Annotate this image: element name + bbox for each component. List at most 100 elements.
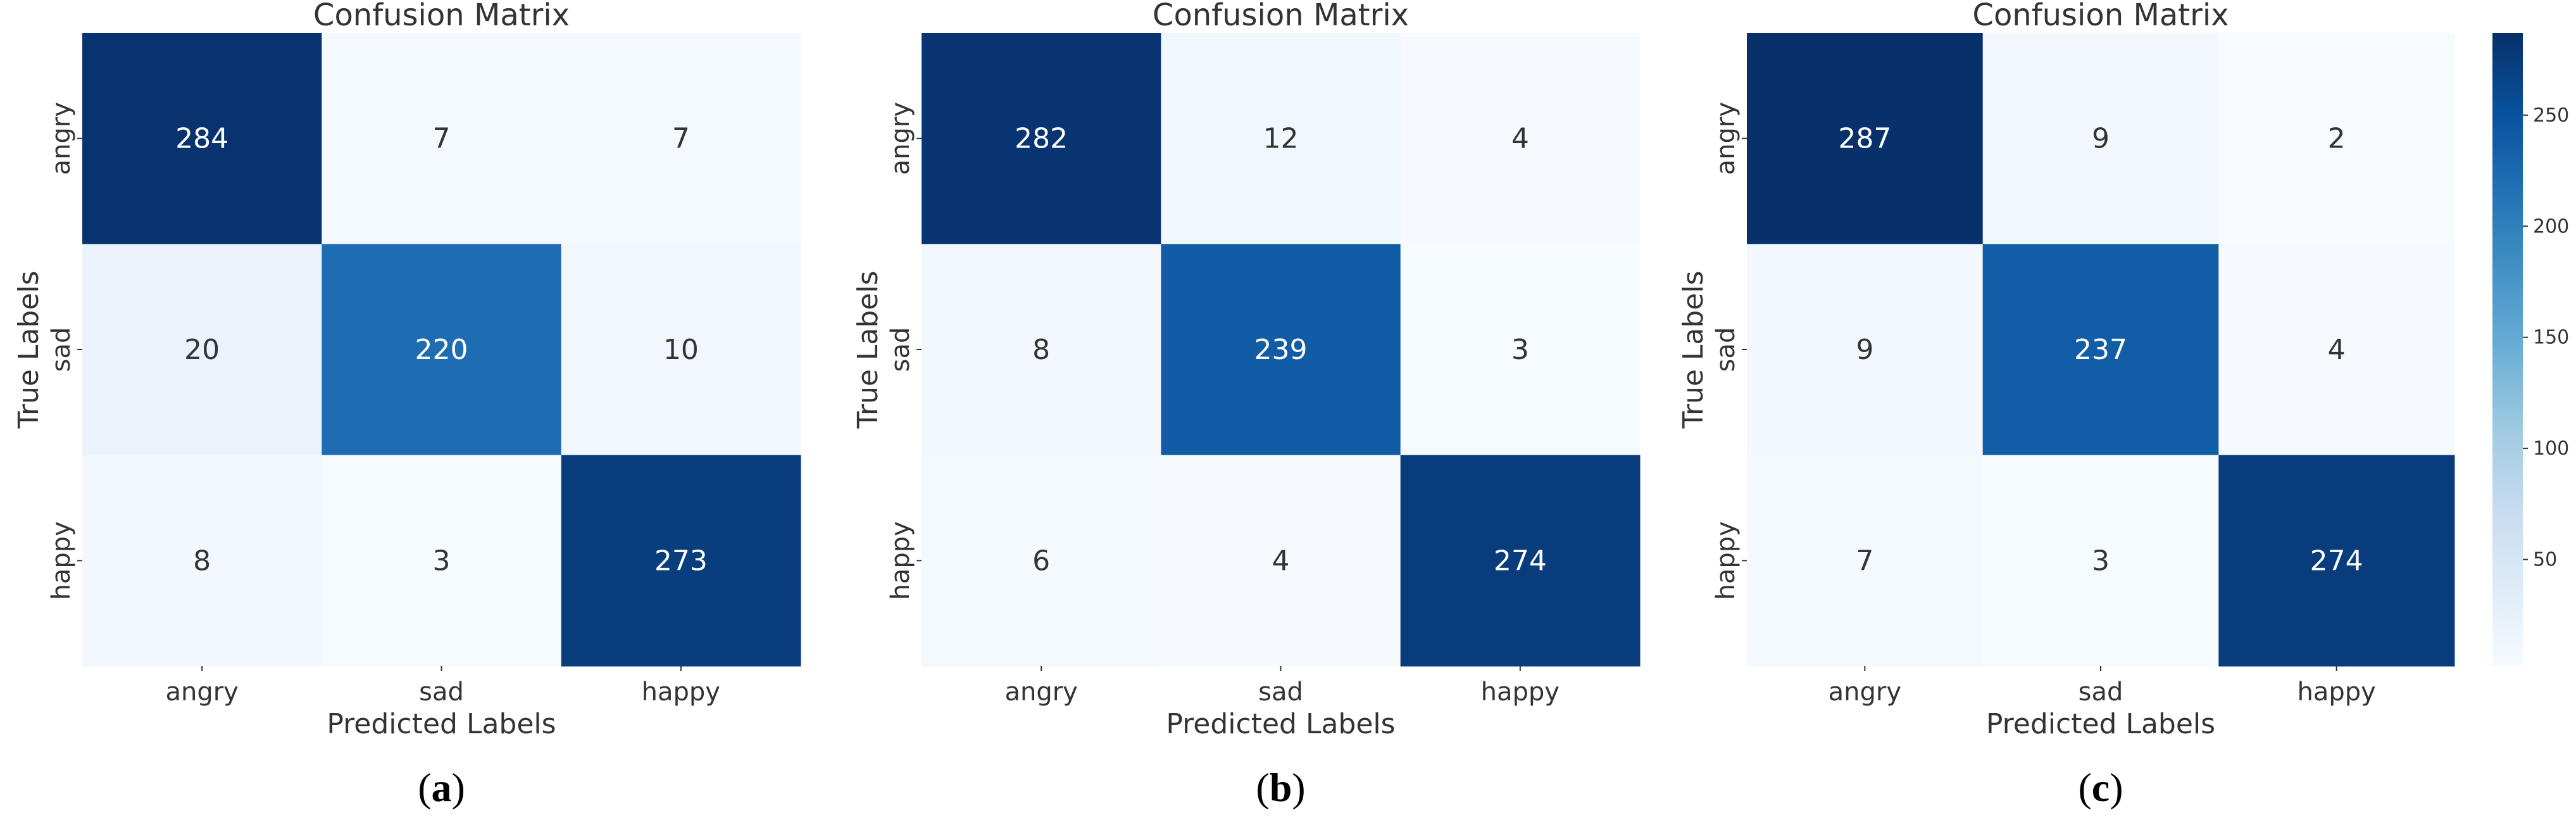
x-tick-label: sad bbox=[419, 678, 464, 707]
cell-value-label: 274 bbox=[2310, 545, 2363, 577]
y-axis-label: True Labels bbox=[13, 270, 45, 429]
x-axis-label: Predicted Labels bbox=[1166, 708, 1395, 740]
cell-value-label: 3 bbox=[1511, 334, 1529, 366]
heatmap-cell bbox=[561, 455, 801, 667]
cell-value-label: 8 bbox=[1032, 334, 1050, 366]
heatmap-cell bbox=[1747, 33, 1984, 244]
heatmap-cell bbox=[2218, 33, 2455, 244]
y-axis-label: True Labels bbox=[1677, 270, 1710, 429]
cell-value-label: 7 bbox=[1856, 545, 1873, 577]
panel-paren: ( bbox=[418, 765, 431, 810]
heatmap-cell bbox=[1982, 455, 2219, 667]
cell-value-label: 3 bbox=[433, 545, 451, 577]
panel-letter: a bbox=[432, 765, 452, 810]
heatmap-panel-b: 282 12 4 8 239 3 6 4 274 Confusion Matrix angry sad… bbox=[852, 0, 1641, 810]
x-tick-label: angry bbox=[1829, 678, 1901, 707]
x-axis-label: Predicted Labels bbox=[1986, 708, 2215, 740]
panel-paren: ( bbox=[1256, 765, 1269, 810]
heatmap-cell bbox=[1747, 244, 1984, 456]
chart-title: Confusion Matrix bbox=[1972, 0, 2229, 33]
cell-value-label: 4 bbox=[1272, 545, 1290, 577]
y-tick-label: happy bbox=[47, 521, 76, 600]
cell-value-label: 274 bbox=[1494, 545, 1547, 577]
colorbar bbox=[2492, 33, 2523, 666]
cell-value-label: 4 bbox=[2328, 334, 2346, 366]
y-tick-label: angry bbox=[1711, 102, 1741, 175]
colorbar-tick-label: 200 bbox=[2533, 215, 2569, 237]
heatmap-cell bbox=[922, 455, 1161, 667]
heatmap-cell bbox=[322, 244, 562, 456]
cell-value-label: 220 bbox=[415, 334, 468, 366]
heatmap-panel-a: 284 7 7 20 220 10 8 3 273 Confusion Matrix angry sa… bbox=[13, 0, 801, 810]
panel-label: (c) bbox=[2078, 765, 2123, 810]
heatmap-cell bbox=[1161, 244, 1401, 456]
panel-paren: ) bbox=[1292, 765, 1305, 810]
x-tick-label: happy bbox=[642, 678, 720, 707]
y-tick-label: happy bbox=[1711, 521, 1741, 600]
heatmap-cell bbox=[2218, 244, 2455, 456]
y-tick-label: sad bbox=[886, 327, 915, 372]
y-tick-label: angry bbox=[886, 102, 915, 175]
heatmap-cell bbox=[2218, 455, 2455, 667]
heatmap-cell bbox=[82, 33, 322, 244]
colorbar-tick-label: 50 bbox=[2533, 549, 2557, 571]
heatmap-cell bbox=[1400, 455, 1641, 667]
cell-value-label: 10 bbox=[663, 334, 699, 366]
panel-paren: ) bbox=[2110, 765, 2123, 810]
cell-value-label: 9 bbox=[1856, 334, 1873, 366]
panel-label: (b) bbox=[1256, 765, 1305, 810]
panel-paren: ( bbox=[2078, 765, 2091, 810]
cell-value-label: 287 bbox=[1838, 123, 1891, 155]
x-tick-label: sad bbox=[1258, 678, 1303, 707]
heatmap-cell bbox=[322, 33, 562, 244]
x-tick-label: angry bbox=[1004, 678, 1077, 707]
cell-value-label: 237 bbox=[2074, 334, 2127, 366]
cell-value-label: 8 bbox=[193, 545, 211, 577]
chart-title: Confusion Matrix bbox=[1153, 0, 1409, 33]
chart-title: Confusion Matrix bbox=[313, 0, 570, 33]
x-tick-label: angry bbox=[165, 678, 238, 707]
panel-letter: c bbox=[2092, 765, 2110, 810]
cell-value-label: 239 bbox=[1254, 334, 1308, 366]
cell-value-label: 9 bbox=[2092, 123, 2110, 155]
cell-value-label: 7 bbox=[672, 123, 690, 155]
cell-value-label: 3 bbox=[2092, 545, 2110, 577]
heatmap-cell bbox=[1400, 244, 1641, 456]
colorbar-tick-label: 150 bbox=[2533, 327, 2569, 349]
heatmap-panel-c: 287 9 2 9 237 4 7 3 274 Confusion Matrix angry sad h… bbox=[1677, 0, 2569, 810]
heatmap-cell bbox=[82, 244, 322, 456]
cell-value-label: 284 bbox=[175, 123, 228, 155]
heatmap-cell bbox=[1161, 33, 1401, 244]
heatmap-cell bbox=[561, 33, 801, 244]
x-tick-label: happy bbox=[2298, 678, 2376, 707]
heatmap-cell bbox=[322, 455, 562, 667]
heatmap-cell bbox=[922, 244, 1161, 456]
y-tick-label: sad bbox=[47, 327, 76, 372]
heatmap-cell bbox=[82, 455, 322, 667]
cell-value-label: 12 bbox=[1263, 123, 1299, 155]
heatmap-cell bbox=[1747, 455, 1984, 667]
colorbar-tick-label: 250 bbox=[2533, 104, 2569, 127]
y-axis-label: True Labels bbox=[852, 270, 884, 429]
cell-value-label: 20 bbox=[184, 334, 220, 366]
cell-value-label: 6 bbox=[1032, 545, 1050, 577]
x-tick-label: happy bbox=[1481, 678, 1560, 707]
heatmap-cell bbox=[1400, 33, 1641, 244]
y-tick-label: happy bbox=[886, 521, 915, 600]
panel-letter: b bbox=[1270, 765, 1292, 810]
cell-value-label: 4 bbox=[1511, 123, 1529, 155]
cell-value-label: 282 bbox=[1015, 123, 1068, 155]
x-tick-label: sad bbox=[2079, 678, 2123, 707]
panel-paren: ) bbox=[452, 765, 465, 810]
heatmap-cell bbox=[1161, 455, 1401, 667]
cell-value-label: 273 bbox=[654, 545, 708, 577]
y-tick-label: sad bbox=[1711, 327, 1741, 372]
colorbar-tick-label: 100 bbox=[2533, 438, 2569, 460]
x-axis-label: Predicted Labels bbox=[327, 708, 556, 740]
heatmap-cell bbox=[561, 244, 801, 456]
heatmap-cell bbox=[922, 33, 1161, 244]
heatmap-cell bbox=[1982, 244, 2219, 456]
cell-value-label: 7 bbox=[433, 123, 451, 155]
y-tick-label: angry bbox=[47, 102, 76, 175]
